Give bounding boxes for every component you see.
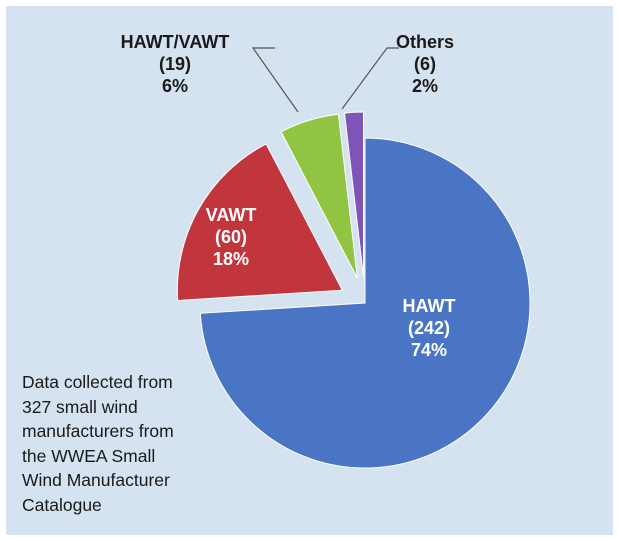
slice-label-count: (6) (414, 54, 436, 74)
slice-label-percent: 6% (162, 76, 188, 96)
leader-lines (251, 47, 399, 113)
slice-label-percent: 18% (213, 249, 249, 269)
slice-label-category: HAWT/VAWT (121, 32, 230, 52)
slice-label-count: (242) (408, 318, 450, 338)
leader-line (251, 47, 299, 113)
slice-label-percent: 2% (412, 76, 438, 96)
chart-area: HAWT (242) 74% VAWT (60) 18% HAWT/VAWT (19) 6% Ot… (6, 6, 613, 535)
pie-slice-hawt-vawt (280, 113, 358, 279)
slice-label-category: VAWT (206, 205, 257, 225)
slice-label-category: Others (396, 32, 454, 52)
slice-labels: HAWT(242)74% VAWT(60)18% HAWT/VAWT(19)6% Ot… (121, 32, 456, 360)
pie-slice-others (343, 111, 365, 278)
pie-slice-hawt (199, 137, 531, 469)
pie-slices (176, 111, 531, 469)
slice-label-percent: 74% (411, 340, 447, 360)
leader-line (341, 47, 399, 110)
data-source-note: Data collected from 327 small wind manuf… (22, 372, 174, 515)
slice-label-count: (60) (215, 227, 247, 247)
slice-label-count: (19) (159, 54, 191, 74)
slice-label-category: HAWT (403, 296, 456, 316)
pie-chart: HAWT(242)74% VAWT(60)18% HAWT/VAWT(19)6% Ot… (121, 32, 531, 469)
pie-slice-vawt (176, 143, 344, 302)
